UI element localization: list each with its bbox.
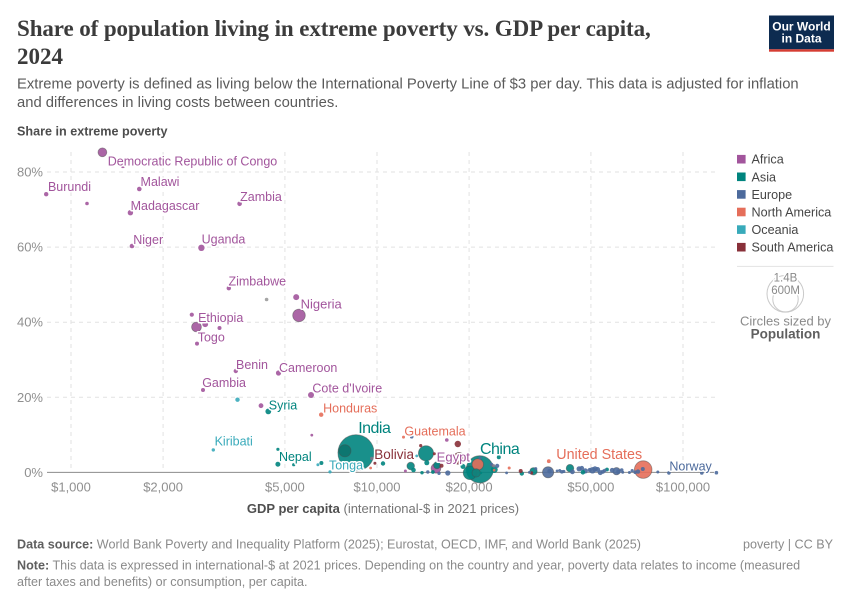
svg-text:Africa: Africa	[752, 153, 784, 167]
svg-text:Data source: World Bank Povert: Data source: World Bank Poverty and Ineq…	[17, 538, 641, 552]
svg-text:and differences in living cost: and differences in living costs between …	[17, 95, 338, 111]
svg-text:Gambia: Gambia	[202, 376, 246, 390]
svg-text:Benin: Benin	[236, 358, 268, 372]
svg-text:Kiribati: Kiribati	[215, 434, 253, 448]
svg-text:Norway: Norway	[669, 460, 712, 474]
svg-text:$1,000: $1,000	[51, 480, 91, 495]
svg-text:Population: Population	[751, 326, 821, 341]
svg-text:Our World: Our World	[772, 20, 830, 34]
svg-text:Cote d'Ivoire: Cote d'Ivoire	[312, 382, 382, 396]
svg-text:Egypt: Egypt	[437, 449, 471, 464]
svg-text:Asia: Asia	[752, 170, 777, 184]
svg-text:in Data: in Data	[781, 31, 821, 45]
svg-text:40%: 40%	[17, 315, 43, 330]
svg-text:Zambia: Zambia	[240, 190, 282, 204]
svg-text:20%: 20%	[17, 390, 43, 405]
svg-text:Niger: Niger	[133, 233, 163, 247]
svg-text:North America: North America	[752, 206, 832, 220]
svg-text:Bolivia: Bolivia	[374, 447, 414, 462]
svg-text:1.4B: 1.4B	[774, 273, 798, 285]
svg-text:60%: 60%	[17, 240, 43, 255]
svg-text:Syria: Syria	[269, 398, 298, 412]
svg-text:poverty | CC BY: poverty | CC BY	[743, 538, 834, 552]
svg-text:Burundi: Burundi	[48, 180, 91, 194]
svg-text:Circles sized by: Circles sized by	[740, 313, 832, 328]
svg-text:$50,000: $50,000	[567, 480, 614, 495]
svg-text:$100,000: $100,000	[656, 480, 710, 495]
svg-text:Share in extreme poverty: Share in extreme poverty	[17, 125, 168, 139]
svg-text:0%: 0%	[24, 465, 43, 480]
svg-text:$2,000: $2,000	[143, 480, 183, 495]
svg-text:GDP per capita (international-: GDP per capita (international-$ in 2021 …	[247, 501, 519, 516]
svg-text:80%: 80%	[17, 165, 43, 180]
svg-text:India: India	[358, 420, 391, 437]
svg-text:Tonga: Tonga	[329, 459, 363, 473]
svg-text:Democratic Republic of Congo: Democratic Republic of Congo	[108, 155, 278, 169]
svg-text:Note: This data is expressed i: Note: This data is expressed in internat…	[17, 558, 800, 572]
svg-text:Madagascar: Madagascar	[131, 199, 200, 213]
svg-text:Ethiopia: Ethiopia	[198, 311, 243, 325]
svg-text:China: China	[480, 441, 520, 458]
svg-text:Nepal: Nepal	[279, 450, 312, 464]
svg-text:Share of population living in: Share of population living in extreme po…	[17, 16, 651, 41]
svg-text:Guatemala: Guatemala	[404, 424, 465, 438]
svg-text:$10,000: $10,000	[354, 480, 401, 495]
svg-text:600M: 600M	[771, 285, 800, 297]
svg-text:2024: 2024	[17, 44, 64, 69]
svg-text:Europe: Europe	[752, 188, 793, 202]
svg-text:Nigeria: Nigeria	[301, 297, 343, 312]
svg-text:Zimbabwe: Zimbabwe	[228, 275, 286, 289]
svg-text:Cameroon: Cameroon	[279, 361, 337, 375]
svg-text:after taxes and benefits) or c: after taxes and benefits) or consumption…	[17, 575, 308, 589]
svg-text:Oceania: Oceania	[752, 223, 799, 237]
svg-text:Extreme poverty is defined as: Extreme poverty is defined as living bel…	[17, 77, 799, 93]
svg-text:Honduras: Honduras	[323, 401, 377, 415]
svg-text:United States: United States	[556, 447, 642, 463]
svg-text:$5,000: $5,000	[265, 480, 305, 495]
svg-text:Uganda: Uganda	[202, 232, 246, 246]
svg-text:Malawi: Malawi	[141, 175, 180, 189]
svg-text:Togo: Togo	[198, 330, 225, 344]
svg-text:South America: South America	[752, 241, 834, 255]
